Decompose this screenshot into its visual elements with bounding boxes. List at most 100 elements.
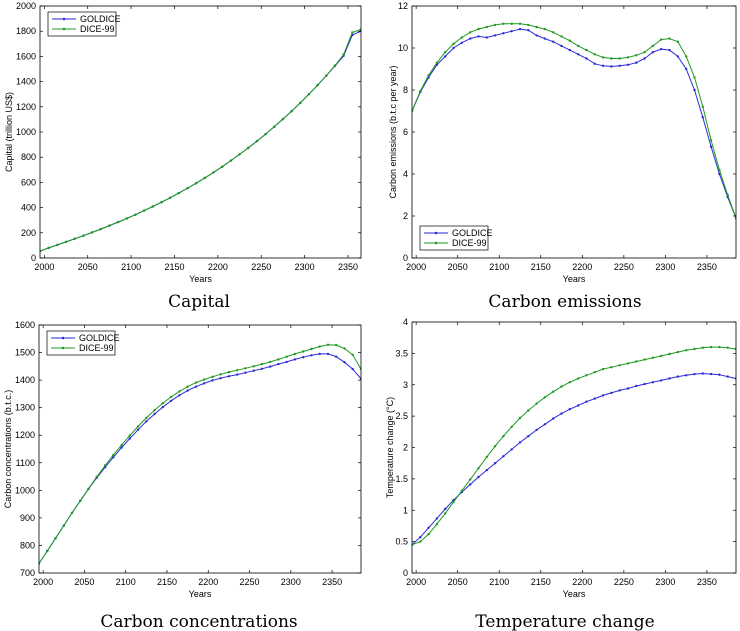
data-point bbox=[427, 74, 430, 77]
data-point bbox=[227, 375, 231, 378]
data-point bbox=[460, 41, 463, 44]
data-point bbox=[477, 35, 480, 38]
x-tick-label: 2050 bbox=[74, 577, 94, 587]
data-point bbox=[635, 54, 638, 57]
data-point bbox=[160, 201, 163, 204]
data-point bbox=[693, 88, 696, 92]
data-point bbox=[281, 117, 285, 121]
data-point bbox=[255, 140, 259, 143]
data-point bbox=[510, 425, 513, 428]
axes-frame bbox=[411, 321, 737, 574]
data-point bbox=[316, 83, 319, 87]
y-axis-label: Carbon emissions (b.t.c per year) bbox=[388, 65, 398, 198]
data-point bbox=[469, 478, 472, 481]
data-point bbox=[577, 44, 580, 48]
data-point bbox=[178, 394, 181, 397]
data-point bbox=[285, 360, 288, 364]
data-point bbox=[493, 445, 497, 448]
y-tick-label: 1300 bbox=[15, 403, 35, 413]
y-tick-label: 4 bbox=[403, 169, 408, 179]
legend-label: GOLDICE bbox=[452, 228, 493, 238]
data-point bbox=[726, 346, 729, 349]
data-point bbox=[718, 168, 721, 171]
data-point bbox=[709, 145, 713, 148]
legend-box bbox=[419, 225, 489, 251]
data-point bbox=[618, 364, 621, 367]
y-tick-label: 1000 bbox=[16, 127, 36, 137]
data-point bbox=[593, 62, 596, 65]
data-point bbox=[643, 382, 646, 386]
data-point bbox=[112, 453, 115, 457]
data-point bbox=[701, 372, 704, 375]
data-point bbox=[73, 237, 76, 240]
data-point bbox=[307, 93, 311, 96]
y-tick-label: 1400 bbox=[15, 375, 35, 385]
panel-caption: Carbon concentrations bbox=[100, 612, 297, 631]
x-tick-label: 2350 bbox=[697, 577, 717, 587]
x-tick-label: 2200 bbox=[572, 577, 592, 587]
data-point bbox=[103, 464, 107, 467]
data-point bbox=[685, 55, 688, 58]
data-point bbox=[343, 361, 346, 364]
data-point bbox=[244, 367, 247, 370]
data-point bbox=[577, 53, 580, 56]
data-point bbox=[493, 462, 497, 465]
data-point bbox=[125, 217, 128, 220]
data-point bbox=[252, 369, 255, 372]
data-point bbox=[460, 36, 463, 39]
data-point bbox=[610, 391, 613, 395]
data-point bbox=[128, 434, 131, 437]
data-point bbox=[651, 51, 655, 54]
y-tick-label: 600 bbox=[21, 177, 36, 187]
data-point bbox=[202, 378, 206, 381]
data-point bbox=[660, 47, 663, 51]
data-point bbox=[518, 27, 522, 31]
y-tick-label: 0 bbox=[403, 253, 408, 263]
data-point bbox=[161, 402, 164, 405]
data-point bbox=[435, 522, 439, 526]
data-point bbox=[676, 350, 679, 354]
data-point bbox=[676, 40, 679, 43]
x-tick-label: 2200 bbox=[208, 262, 228, 272]
data-point bbox=[120, 443, 123, 447]
legend-marker bbox=[62, 27, 66, 31]
data-point bbox=[502, 32, 505, 35]
data-point bbox=[610, 65, 613, 68]
series-line-goldice bbox=[40, 30, 361, 252]
legend-label: GOLDICE bbox=[80, 14, 121, 24]
y-tick-label: 900 bbox=[20, 513, 35, 523]
data-point bbox=[535, 34, 538, 37]
data-point bbox=[46, 549, 49, 553]
y-tick-label: 700 bbox=[20, 568, 35, 578]
data-point bbox=[651, 381, 655, 384]
legend-marker bbox=[61, 336, 65, 340]
data-point bbox=[116, 220, 120, 224]
data-point bbox=[585, 400, 588, 403]
data-point bbox=[142, 209, 146, 212]
data-point bbox=[469, 31, 472, 34]
y-tick-label: 800 bbox=[21, 152, 36, 162]
plot-area bbox=[40, 28, 361, 253]
y-tick-label: 2000 bbox=[16, 1, 36, 11]
data-point bbox=[518, 441, 522, 444]
data-point bbox=[264, 132, 267, 136]
y-axis-label: Capital (trillion US$) bbox=[4, 92, 14, 172]
x-tick-label: 2250 bbox=[614, 577, 634, 587]
data-point bbox=[247, 146, 250, 150]
data-point bbox=[527, 29, 530, 32]
data-point bbox=[593, 397, 596, 400]
data-point bbox=[452, 46, 455, 50]
data-point bbox=[260, 367, 264, 370]
x-tick-label: 2000 bbox=[33, 577, 53, 587]
y-tick-label: 1000 bbox=[15, 485, 35, 495]
x-tick-label: 2000 bbox=[34, 262, 54, 272]
data-point bbox=[585, 374, 588, 377]
data-point bbox=[610, 366, 613, 369]
data-point bbox=[485, 455, 488, 459]
data-point bbox=[635, 61, 638, 64]
data-point bbox=[326, 352, 330, 356]
x-tick-label: 2300 bbox=[295, 262, 315, 272]
y-tick-label: 3.5 bbox=[395, 348, 408, 358]
data-point bbox=[342, 53, 345, 56]
